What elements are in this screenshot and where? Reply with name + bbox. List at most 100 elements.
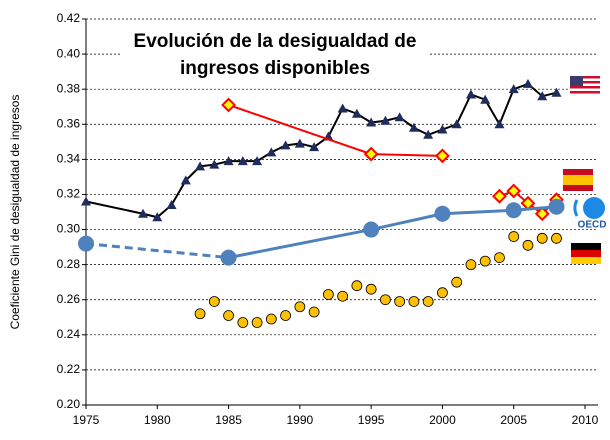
- triangle-marker: [280, 140, 291, 150]
- triangle-marker: [380, 115, 391, 125]
- series-segment: [442, 208, 514, 216]
- x-tick-label: 1985: [215, 413, 242, 427]
- triangle-marker: [437, 124, 448, 134]
- y-tick-label: 0.26: [57, 292, 81, 306]
- triangle-marker: [366, 117, 377, 127]
- y-tick-label: 0.30: [57, 222, 81, 236]
- circle-marker: [508, 231, 520, 242]
- triangle-marker: [451, 119, 462, 129]
- triangle-marker: [166, 199, 177, 209]
- x-tick-label: 2000: [429, 413, 456, 427]
- triangle-marker: [551, 87, 562, 97]
- triangle-marker: [423, 129, 434, 139]
- circle-marker: [351, 280, 363, 292]
- x-tick-label: 1990: [287, 413, 314, 427]
- oecd-label: OECD: [578, 220, 607, 231]
- triangle-marker: [266, 147, 277, 157]
- big-circle-marker: [434, 205, 451, 222]
- spain-flag: [563, 169, 593, 191]
- circle-marker: [251, 317, 263, 328]
- circle-marker: [208, 296, 220, 307]
- triangle-marker: [337, 103, 348, 113]
- triangle-marker: [351, 108, 362, 118]
- circle-marker: [494, 252, 505, 264]
- y-tick-label: 0.24: [57, 327, 81, 341]
- y-tick-label: 0.22: [57, 362, 81, 376]
- circle-marker: [322, 289, 334, 300]
- circle-marker: [522, 239, 534, 251]
- triangle-marker: [209, 159, 220, 169]
- y-tick-label: 0.34: [57, 152, 81, 166]
- triangle-marker: [195, 161, 206, 171]
- x-tick-label: 2010: [572, 413, 599, 427]
- triangle-marker: [252, 156, 263, 166]
- series-segment: [85, 242, 229, 260]
- triangle-marker: [237, 156, 248, 166]
- diamond-marker: [435, 148, 450, 164]
- circle-marker: [437, 287, 448, 299]
- big-circle-marker: [363, 221, 380, 238]
- circle-marker: [394, 296, 406, 307]
- triangle-marker: [480, 94, 491, 104]
- diamond-marker: [363, 146, 379, 162]
- circle-marker: [408, 296, 420, 307]
- triangle-marker: [309, 142, 320, 152]
- big-circle-marker: [548, 198, 565, 215]
- triangle-marker: [81, 196, 91, 206]
- series-segment: [228, 228, 372, 260]
- circle-marker: [194, 308, 206, 320]
- triangle-marker: [180, 175, 191, 185]
- circle-marker: [365, 283, 377, 295]
- big-circle-marker: [505, 202, 522, 219]
- big-circle-marker: [78, 235, 94, 252]
- triangle-marker: [508, 84, 519, 94]
- circle-marker: [551, 232, 562, 244]
- x-tick-label: 1975: [73, 413, 100, 427]
- triangle-marker: [494, 119, 505, 129]
- circle-marker: [223, 310, 234, 321]
- circle-marker: [265, 313, 277, 325]
- series-segment: [370, 212, 443, 232]
- circle-marker: [451, 276, 463, 288]
- circle-marker: [280, 310, 292, 321]
- triangle-marker: [465, 89, 476, 99]
- circle-marker: [337, 290, 349, 302]
- y-tick-label: 0.38: [57, 81, 81, 95]
- triangle-marker: [138, 208, 149, 218]
- x-tick-label: 2005: [500, 413, 527, 427]
- diamond-marker: [221, 97, 236, 113]
- marks: [78, 78, 565, 328]
- oecd-logo: OECD: [573, 197, 607, 231]
- diamond-marker: [506, 183, 522, 199]
- y-tick-label: 0.40: [57, 46, 81, 60]
- circle-marker: [237, 317, 249, 328]
- triangle-marker: [394, 112, 405, 122]
- triangle-marker: [223, 156, 234, 166]
- y-tick-label: 0.20: [57, 397, 81, 411]
- y-tick-label: 0.36: [57, 116, 81, 130]
- circle-marker: [479, 255, 491, 267]
- circle-marker: [379, 294, 391, 306]
- chart-title: Evolución de la desigualdad de ingresos …: [120, 28, 430, 82]
- germany-flag: [571, 243, 601, 264]
- y-tick-label: 0.28: [57, 257, 81, 271]
- diamond-marker: [534, 206, 550, 222]
- y-tick-label: 0.32: [57, 187, 81, 201]
- x-tick-label: 1980: [144, 413, 171, 427]
- title-box: Evolución de la desigualdad de ingresos …: [120, 28, 430, 82]
- big-circle-marker: [220, 249, 237, 266]
- x-tick-label: 1995: [358, 413, 385, 427]
- triangle-marker: [294, 138, 305, 148]
- circle-marker: [294, 301, 306, 313]
- triangle-marker: [522, 78, 533, 88]
- diamond-marker: [492, 188, 507, 204]
- circle-marker: [422, 296, 434, 307]
- y-axis-label: Coeficiente Gini de desigualdad de ingre…: [8, 95, 22, 330]
- triangle-marker: [408, 122, 419, 132]
- triangle-marker: [537, 91, 548, 101]
- circle-marker: [308, 306, 320, 318]
- circle-marker: [536, 232, 548, 244]
- y-tick-label: 0.42: [57, 11, 81, 25]
- us-flag: [570, 76, 600, 96]
